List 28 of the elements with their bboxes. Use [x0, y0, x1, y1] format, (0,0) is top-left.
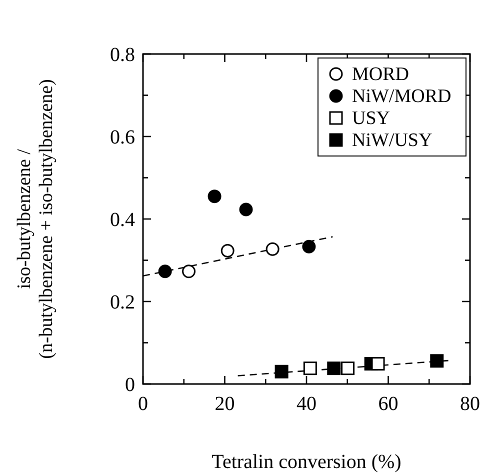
- legend-label: USY: [352, 108, 390, 129]
- point: [239, 202, 253, 216]
- point: [182, 264, 196, 278]
- x-tick-label: 40: [296, 393, 316, 415]
- point: [274, 364, 288, 378]
- point: [266, 242, 280, 256]
- point: [158, 264, 172, 278]
- point: [303, 362, 317, 376]
- point: [327, 362, 341, 376]
- x-tick-label: 20: [214, 393, 235, 415]
- legend-label: NiW/MORD: [352, 86, 452, 107]
- y-tick-label: 0.8: [110, 44, 135, 66]
- x-tick-label: 60: [378, 393, 398, 415]
- y-tick-label: 0: [125, 374, 135, 396]
- x-axis-title: Tetralin conversion (%): [212, 451, 402, 473]
- y-tick-label: 0.4: [110, 209, 135, 231]
- legend-label: MORD: [352, 64, 410, 85]
- y-axis-title: iso-butylbenzene / (n-butylbenzene + iso-butylbenzene): [14, 79, 57, 359]
- point: [302, 240, 316, 254]
- y-tick-label: 0.6: [110, 126, 135, 148]
- y-tick-label: 0.2: [110, 292, 135, 314]
- point: [220, 244, 234, 258]
- legend-label: NiW/USY: [352, 130, 432, 151]
- point: [341, 362, 355, 376]
- point: [430, 354, 444, 368]
- x-tick-label: 80: [460, 393, 480, 415]
- point: [208, 190, 222, 204]
- point: [371, 357, 385, 371]
